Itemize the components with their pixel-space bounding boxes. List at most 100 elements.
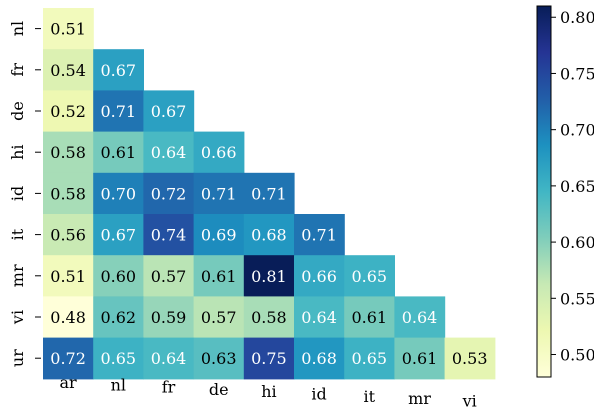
heatmap-cell: [243, 214, 295, 256]
cell-value-label: 0.69: [201, 226, 237, 245]
cell-value-label: 0.65: [351, 349, 387, 368]
heatmap-cell: [294, 296, 345, 339]
cell-value-label: 0.66: [301, 267, 337, 286]
cell-value-label: 0.61: [351, 308, 387, 327]
heatmap-cell: [294, 214, 345, 256]
cell-value-label: 0.64: [301, 308, 337, 327]
heatmap-cell: [43, 255, 94, 297]
cell-value-label: 0.67: [151, 102, 187, 121]
y-tick-label: mr: [8, 264, 27, 287]
heatmap-cell: [93, 214, 144, 256]
heatmap-cell: [93, 49, 144, 91]
cell-value-label: 0.61: [402, 349, 438, 368]
heatmap-cell: [193, 337, 245, 380]
cell-value-label: 0.64: [151, 143, 187, 162]
cell-value-label: 0.59: [151, 308, 187, 327]
colorbar: 0.50 0.55 0.60 0.65 0.70 0.75 0.80: [536, 5, 594, 378]
y-tick-label: hi: [8, 144, 27, 159]
cell-value-label: 0.65: [100, 349, 136, 368]
x-tick-label: de: [209, 380, 229, 399]
x-tick-label: ar: [60, 373, 78, 392]
cell-value-label: 0.64: [402, 308, 438, 327]
cell-value-label: 0.75: [251, 349, 287, 368]
heatmap-cell: [243, 172, 295, 215]
y-tick-label: ur: [8, 349, 27, 367]
heatmap-cell: [394, 337, 446, 380]
cell-value-label: 0.65: [351, 267, 387, 286]
cell-value-label: 0.62: [100, 308, 136, 327]
cell-value-label: 0.57: [201, 308, 237, 327]
heatmap-cell: [43, 49, 94, 91]
x-tick-label: hi: [261, 382, 276, 401]
heatmap-cell: [294, 255, 345, 297]
heatmap-cell: [243, 255, 295, 297]
heatmap-cell: [93, 255, 144, 297]
colorbar-tick-label: 0.75: [560, 64, 594, 83]
heatmap-cell: [344, 337, 395, 380]
heatmap-cell: [93, 90, 144, 133]
cell-value-label: 0.57: [151, 267, 187, 286]
cell-value-label: 0.61: [100, 143, 136, 162]
cell-value-label: 0.58: [50, 184, 86, 203]
cell-value-label: 0.60: [100, 267, 136, 286]
cell-value-label: 0.67: [100, 226, 136, 245]
x-axis: ar nl fr de hi id it mr vi: [60, 373, 477, 410]
heatmap-cell: [344, 255, 395, 297]
cell-value-label: 0.61: [201, 267, 237, 286]
heatmap-cell: [43, 90, 94, 133]
cell-value-label: 0.68: [251, 226, 287, 245]
heatmap-cell: [43, 8, 94, 50]
colorbar-tick-label: 0.70: [560, 121, 594, 140]
heatmap-cell: [143, 255, 195, 297]
cell-value-label: 0.66: [201, 143, 237, 162]
y-tick-label: fr: [8, 63, 27, 77]
heatmap-cell: [193, 255, 245, 297]
cell-value-label: 0.48: [50, 308, 86, 327]
heatmap-cell: [294, 337, 345, 380]
cell-value-label: 0.81: [251, 267, 287, 286]
cell-value-label: 0.71: [100, 102, 136, 121]
heatmap-cell: [193, 172, 245, 215]
cell-value-label: 0.52: [50, 102, 86, 121]
cell-value-label: 0.68: [301, 349, 337, 368]
x-tick-label: fr: [162, 378, 176, 397]
heatmap-cell: [43, 172, 94, 215]
cell-value-label: 0.72: [151, 184, 187, 203]
heatmap-cell: [93, 296, 144, 339]
y-tick-label: nl: [8, 21, 27, 36]
y-tick-label: vi: [8, 310, 27, 325]
cell-value-label: 0.71: [251, 184, 287, 203]
heatmap-cell: [143, 131, 195, 174]
cell-value-label: 0.51: [50, 267, 86, 286]
x-tick-label: nl: [111, 375, 126, 394]
heatmap-cell: [193, 214, 245, 256]
heatmap-cell: [43, 214, 94, 256]
y-tick-label: it: [8, 228, 27, 240]
y-tick-label: id: [8, 186, 27, 201]
heatmap-cells: 0.51 0.54 0.67 0.52 0.71 0.67 0.58 0.61 0.64 0.66…: [43, 8, 496, 380]
heatmap-cell: [193, 131, 245, 174]
heatmap-cell: [143, 172, 195, 215]
colorbar-tick-label: 0.55: [560, 289, 594, 308]
cell-value-label: 0.56: [50, 226, 86, 245]
heatmap-cell: [394, 296, 446, 339]
cell-value-label: 0.71: [201, 184, 237, 203]
heatmap-cell: [193, 296, 245, 339]
heatmap-cell: [344, 296, 395, 339]
heatmap-cell: [93, 337, 144, 380]
cell-value-label: 0.74: [151, 226, 187, 245]
heatmap-cell: [444, 337, 496, 380]
colorbar-tick-label: 0.80: [560, 8, 594, 27]
cell-value-label: 0.54: [50, 61, 86, 80]
y-axis: nl fr de hi id it mr vi ur: [8, 21, 41, 367]
cell-value-label: 0.71: [301, 226, 337, 245]
colorbar-gradient: [536, 5, 552, 378]
cell-value-label: 0.53: [452, 349, 488, 368]
heatmap-cell: [43, 131, 94, 174]
x-tick-label: id: [311, 385, 326, 404]
cell-value-label: 0.67: [100, 61, 136, 80]
colorbar-ticks: 0.50 0.55 0.60 0.65 0.70 0.75 0.80: [551, 8, 594, 365]
cell-value-label: 0.72: [50, 349, 86, 368]
x-tick-label: it: [364, 387, 376, 406]
